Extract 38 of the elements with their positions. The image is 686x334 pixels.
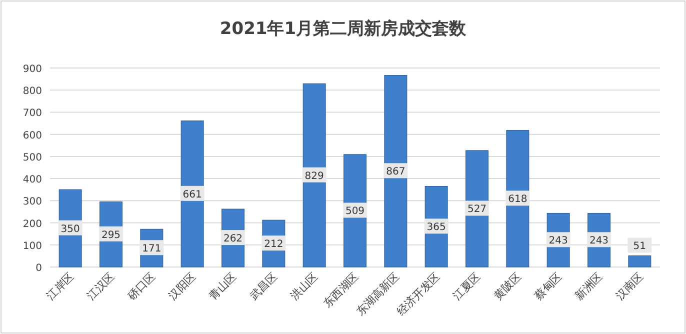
x-tick-label: 武昌区 bbox=[247, 270, 280, 302]
y-tick-label: 100 bbox=[22, 240, 42, 252]
data-label: 365 bbox=[426, 222, 446, 234]
data-label: 527 bbox=[467, 204, 487, 216]
data-label: 618 bbox=[508, 194, 528, 206]
y-tick-label: 700 bbox=[22, 108, 42, 120]
x-tick-label: 新洲区 bbox=[572, 270, 606, 302]
data-label: 867 bbox=[386, 166, 406, 178]
x-tick-label: 硚口区 bbox=[124, 270, 158, 304]
y-tick-label: 500 bbox=[22, 152, 42, 164]
data-label: 661 bbox=[182, 189, 202, 200]
x-tick-label: 黄陂区 bbox=[491, 270, 524, 302]
y-tick-label: 900 bbox=[22, 64, 42, 75]
x-tick-label: 汉阳区 bbox=[166, 270, 198, 302]
data-label: 262 bbox=[223, 234, 243, 245]
y-tick-label: 600 bbox=[22, 130, 42, 142]
x-tick-label: 汉南区 bbox=[613, 270, 646, 302]
data-label: 243 bbox=[548, 236, 568, 247]
y-tick-label: 400 bbox=[22, 174, 42, 186]
chart-title: 2021年1月第二周新房成交套数 bbox=[220, 19, 468, 39]
x-tick-label: 江岸区 bbox=[44, 270, 76, 302]
x-tick-label: 青山区 bbox=[206, 270, 240, 302]
data-label: 509 bbox=[345, 206, 365, 218]
x-tick-label: 洪山区 bbox=[288, 270, 320, 302]
x-tick-label: 江汉区 bbox=[84, 270, 118, 302]
data-label: 350 bbox=[60, 224, 80, 235]
data-label: 829 bbox=[304, 170, 324, 182]
y-tick-label: 200 bbox=[22, 218, 42, 230]
data-label: 51 bbox=[633, 241, 646, 252]
x-tick-label: 蔡甸区 bbox=[532, 270, 564, 302]
y-tick-label: 300 bbox=[22, 196, 42, 208]
data-label: 295 bbox=[101, 230, 121, 241]
data-label: 171 bbox=[142, 244, 162, 255]
y-tick-label: 0 bbox=[36, 263, 42, 274]
x-tick-label: 江夏区 bbox=[450, 270, 484, 302]
data-label: 243 bbox=[589, 236, 609, 247]
y-tick-label: 800 bbox=[22, 86, 42, 98]
data-label: 212 bbox=[264, 239, 284, 250]
